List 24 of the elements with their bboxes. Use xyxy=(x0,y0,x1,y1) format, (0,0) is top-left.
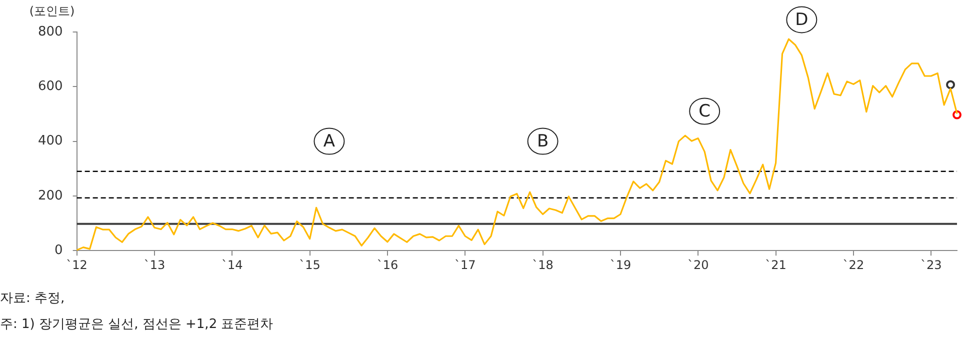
x-tick-label: `16 xyxy=(376,258,398,272)
x-tick-label: `12 xyxy=(66,258,88,272)
annotation: D xyxy=(795,10,808,30)
x-tick-label: `17 xyxy=(454,258,476,272)
y-tick-label: 0 xyxy=(54,242,63,258)
text: 주: 1) 장기평균은 실선, 점선은 +1,2 표준편차 xyxy=(0,316,274,334)
text: 자료: 추정, xyxy=(0,290,66,308)
y-tick-label: 200 xyxy=(38,188,63,204)
y-tick-label: 800 xyxy=(38,24,63,40)
x-tick-label: `15 xyxy=(299,258,320,272)
x-tick-label: `13 xyxy=(144,258,166,272)
y-tick-label: 400 xyxy=(38,134,63,149)
x-tick-label: `22 xyxy=(842,258,864,272)
x-tick-label: `18 xyxy=(532,258,554,272)
y-tick-label: 600 xyxy=(38,79,63,94)
x-tick-label: `21 xyxy=(765,258,786,272)
y-axis-title: (포인트) xyxy=(29,4,75,18)
x-tick-label: `14 xyxy=(222,258,243,272)
x-tick-label: `23 xyxy=(920,258,942,272)
annotation: A xyxy=(323,132,336,152)
x-tick-label: `19 xyxy=(610,258,632,272)
annotation: B xyxy=(536,132,549,152)
x-tick-label: `20 xyxy=(687,258,709,272)
annotation: C xyxy=(698,102,711,122)
